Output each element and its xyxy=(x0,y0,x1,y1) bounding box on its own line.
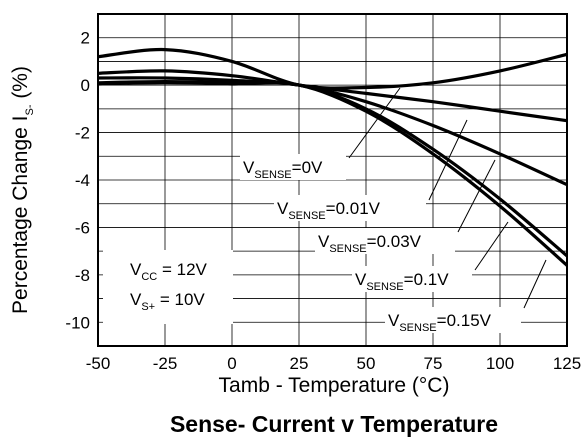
y-tick-label: -4 xyxy=(75,171,90,190)
plot-frame xyxy=(97,13,568,347)
series-line-4 xyxy=(97,81,569,267)
series-label-1-tail: =0.01V xyxy=(326,199,381,218)
y-tick-label: 2 xyxy=(81,29,90,48)
series-label-1-sub: SENSE xyxy=(288,210,325,222)
series-leader-1 xyxy=(428,119,468,201)
series-label-4-main: V xyxy=(388,311,400,330)
series-label-2-tail: =0.03V xyxy=(367,232,422,251)
y-axis-title-tail: (%) xyxy=(9,66,32,105)
conditions-box xyxy=(103,250,233,324)
y-tick-label: -10 xyxy=(65,313,90,332)
series-leader-0 xyxy=(348,87,401,159)
vcc-condition-label-main: V xyxy=(130,260,142,279)
series-leader-4 xyxy=(523,259,547,309)
vs-condition-label-tail: = 10V xyxy=(155,290,205,309)
series-label-2-main: V xyxy=(318,232,330,251)
series-label-bg-2 xyxy=(315,228,455,254)
vs-condition-label: VS+ = 10V xyxy=(130,290,205,313)
x-tick-label: 75 xyxy=(424,354,443,373)
series-line-1 xyxy=(97,69,568,123)
x-axis-title: Tamb - Temperature (°C) xyxy=(219,374,450,397)
vs-condition-label-main: V xyxy=(130,290,142,309)
y-tick-label: -2 xyxy=(75,124,90,143)
series-line-2 xyxy=(97,76,568,187)
series-leader-2 xyxy=(457,159,496,233)
series-label-2: VSENSE=0.03V xyxy=(318,232,422,255)
y-tick-label: -8 xyxy=(75,266,90,285)
y-tick-label: -6 xyxy=(75,218,90,237)
vcc-condition-label: VCC = 12V xyxy=(130,260,208,283)
vcc-condition-label-sub: CC xyxy=(141,271,157,283)
series-label-3-sub: SENSE xyxy=(366,281,403,293)
series-label-0: VSENSE=0V xyxy=(243,158,323,181)
series-label-3-tail: =0.1V xyxy=(404,270,450,289)
x-tick-label: 0 xyxy=(227,354,236,373)
curves xyxy=(97,47,569,267)
series-label-0-sub: SENSE xyxy=(254,169,291,181)
series-label-4: VSENSE=0.15V xyxy=(388,311,492,334)
x-tick-label: 25 xyxy=(290,354,309,373)
x-tick-label: -25 xyxy=(153,354,178,373)
series-label-3-main: V xyxy=(355,270,367,289)
x-tick-labels: -50 -25 0 25 50 75 100 125 xyxy=(86,354,581,373)
chart-title: Sense- Current v Temperature xyxy=(170,411,498,437)
x-tick-label: 50 xyxy=(357,354,376,373)
series-leader-3 xyxy=(474,221,509,271)
x-tick-label: 125 xyxy=(553,354,581,373)
y-tick-label: 0 xyxy=(81,76,90,95)
series-label-3: VSENSE=0.1V xyxy=(355,270,449,293)
series-label-bg-0 xyxy=(240,154,346,180)
vs-condition-label-sub: S+ xyxy=(141,301,155,313)
series-label-4-tail: =0.15V xyxy=(437,311,492,330)
x-tick-label: -50 xyxy=(86,354,111,373)
x-tick-label: 100 xyxy=(486,354,514,373)
series-label-bg-1 xyxy=(274,195,426,221)
y-axis-title-sub: S- xyxy=(24,104,36,115)
series-label-0-main: V xyxy=(243,158,255,177)
vcc-condition-label-tail: = 12V xyxy=(157,260,207,279)
series-label-1-main: V xyxy=(277,199,289,218)
series-label-4-sub: SENSE xyxy=(399,322,436,334)
y-axis-title-main: Percentage Change I xyxy=(9,116,32,314)
y-tick-labels: 2 0 -2 -4 -6 -8 -10 xyxy=(65,29,90,333)
series-label-2-sub: SENSE xyxy=(329,243,366,255)
series-label-0-tail: =0V xyxy=(292,158,323,177)
series-label-bg-3 xyxy=(352,266,472,292)
series-label-1: VSENSE=0.01V xyxy=(277,199,381,222)
y-axis-title: Percentage Change IS- (%) xyxy=(9,66,36,314)
series-label-bg-4 xyxy=(385,307,521,333)
